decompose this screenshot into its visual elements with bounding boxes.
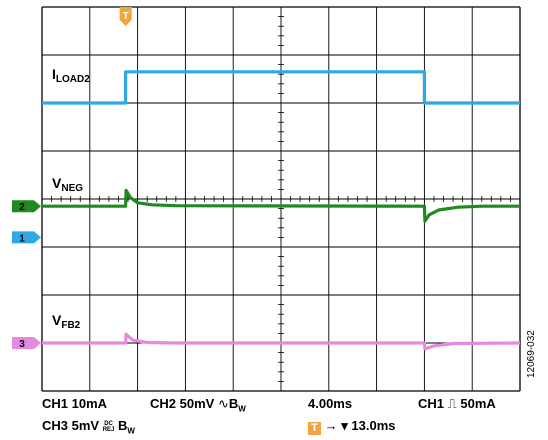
- channel-ch3-number: 3: [19, 339, 25, 350]
- trace-vfb2: [42, 332, 521, 351]
- trace-label-sub: LOAD2: [56, 74, 90, 85]
- trace-label-sub: NEG: [61, 183, 83, 194]
- trace-label-main: V: [52, 312, 62, 328]
- bandwidth-limit-icon: ∿: [217, 396, 229, 411]
- channel-ch3-marker: [12, 337, 41, 349]
- channel-ch2-number: 2: [19, 202, 25, 213]
- channel-ch1-marker: [12, 231, 41, 244]
- channel-ch2-marker: [12, 200, 41, 213]
- ch2-bw-suffix: W: [238, 404, 246, 414]
- triangle-down-icon: ▾: [341, 418, 348, 433]
- trace-label-vneg: VNEG: [52, 175, 83, 194]
- trace-label-iload2: ILOAD2: [52, 66, 90, 85]
- ch3-scale: CH3 5mV DC REJ BW: [42, 418, 135, 436]
- trigger-delay: 13.0ms: [351, 418, 396, 433]
- scope-grid: [41, 6, 521, 392]
- ch3-coupling-rej: REJ: [102, 426, 115, 433]
- ch3-bw-suffix: W: [127, 426, 135, 436]
- trigger-marker-letter: T: [123, 11, 129, 22]
- arrow-right-icon: →: [324, 418, 338, 433]
- ch2-scale-text: CH2 50mV: [150, 396, 215, 411]
- trigger-level: 50mA: [460, 396, 496, 411]
- trigger-box-icon: T: [308, 422, 321, 435]
- trace-label-vfb2: VFB2: [52, 312, 81, 331]
- trigger-source: CH1: [418, 396, 445, 411]
- trace-label-main: V: [52, 175, 62, 191]
- channel-markers: 2 1 3 T: [12, 7, 132, 350]
- ch1-scale: CH1 10mA: [42, 396, 108, 411]
- scope-traces: [42, 70, 521, 351]
- figure-id: 12069-032: [526, 330, 537, 378]
- trigger-setting: CH1 ⎍ 50mA: [418, 396, 496, 412]
- trigger-position-marker: [119, 7, 132, 26]
- trace-label-main: I: [52, 66, 56, 82]
- trace-label-sub: FB2: [61, 320, 80, 331]
- ch3-coupling-dc: DC: [104, 420, 113, 427]
- ch3-scale-text: CH3 5mV: [42, 418, 100, 433]
- rising-edge-icon: ⎍: [447, 396, 457, 411]
- timebase: 4.00ms: [308, 396, 353, 411]
- channel-ch1-number: 1: [19, 233, 25, 244]
- ch3-coupling: DC REJ: [103, 421, 115, 433]
- ch2-scale: CH2 50mV ∿BW: [150, 396, 246, 414]
- trigger-position: T → ▾ 13.0ms: [308, 418, 396, 435]
- trace-vneg: [42, 188, 520, 223]
- trace-iload2: [42, 70, 520, 105]
